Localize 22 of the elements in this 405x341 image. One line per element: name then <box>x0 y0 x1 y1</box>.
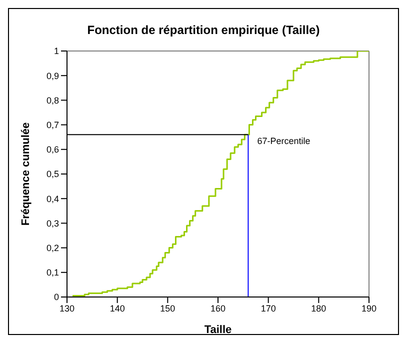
y-tick-label: 0,4 <box>46 194 59 204</box>
y-tick-label: 0,6 <box>46 144 59 155</box>
y-tick-label: 0 <box>54 292 59 302</box>
x-tick-label: 150 <box>160 303 176 314</box>
y-tick-label: 0,5 <box>46 169 59 180</box>
ref-line-label: 67-Percentile <box>257 136 310 146</box>
y-axis-title: Fréquence cumulée <box>20 122 32 226</box>
x-tick-label: 190 <box>361 303 377 314</box>
x-tick-label: 180 <box>311 303 326 314</box>
y-tick-label: 0,2 <box>46 242 59 253</box>
chart-title: Fonction de répartition empirique (Taille) <box>86 23 321 39</box>
x-tick-label: 130 <box>59 303 75 314</box>
x-tick-label: 170 <box>260 303 276 314</box>
y-tick-label: 0,3 <box>46 218 59 228</box>
x-axis-title: Taille <box>204 324 232 336</box>
y-tick-label: 1 <box>54 46 59 56</box>
x-tick-label: 160 <box>210 303 226 314</box>
y-tick-label: 0,7 <box>46 120 59 130</box>
y-tick-label: 0,9 <box>46 70 59 81</box>
y-tick-label: 0,1 <box>46 268 59 278</box>
x-tick-label: 140 <box>110 303 125 314</box>
y-tick-label: 0,8 <box>46 95 59 106</box>
